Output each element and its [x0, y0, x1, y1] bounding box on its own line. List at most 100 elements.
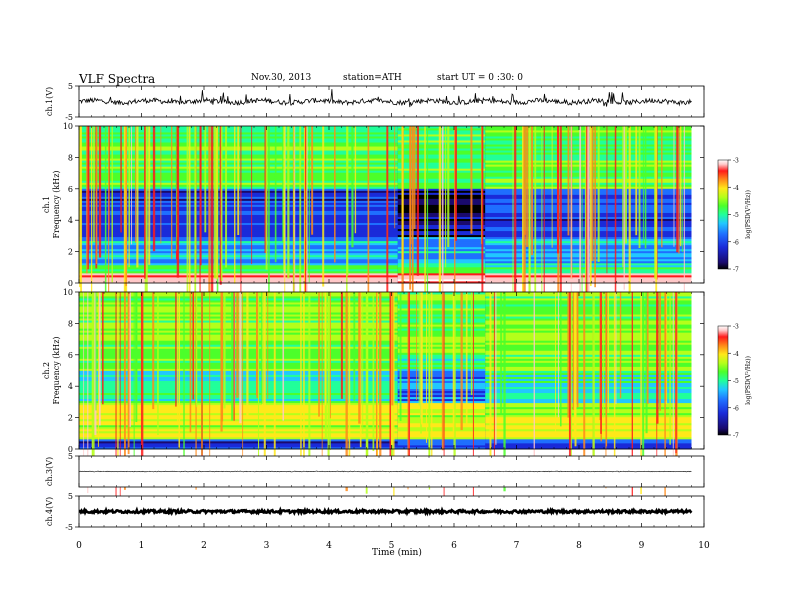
ch1-spectrogram-ylabel: Frequency (kHz) — [52, 170, 61, 238]
ch1-spectrogram-band — [79, 256, 398, 260]
ch2-spectrogram-band — [79, 406, 398, 410]
ch1-spectrogram-band — [397, 134, 486, 137]
ch1-spectrogram-sferic — [304, 126, 307, 293]
ch2-spectrogram-band — [79, 412, 398, 416]
ch2-spectrogram-sferic — [631, 292, 633, 498]
ch2-spectrogram-ytick-label: 10 — [63, 288, 73, 297]
ch2-spectrogram-band — [397, 322, 486, 325]
ch1-spectrogram-sferic — [444, 126, 447, 268]
ch1-spectrogram-band — [397, 204, 486, 207]
ch1-spectrogram-band — [397, 222, 486, 226]
ch2-spectrogram-sferic — [453, 292, 456, 474]
ch2-spectrogram-sferic — [267, 292, 269, 399]
ch2-spectrogram-band — [485, 384, 692, 388]
ch2-spectrogram-band — [485, 296, 692, 299]
ch1-spectrogram-sferic — [152, 126, 156, 252]
ch2-spectrogram-band — [485, 402, 692, 406]
ch1-spectrogram-sferic — [144, 126, 147, 301]
ch2-spectrogram-band — [79, 420, 398, 424]
ch2-spectrogram-band — [397, 396, 486, 400]
ch1-spectrogram-band — [397, 174, 486, 177]
ch1-waveform-panel: 5 -5 ch.1(V) — [45, 82, 705, 122]
ch1-spectrogram-sferic — [186, 126, 188, 312]
ch1-spectrogram-band — [397, 226, 486, 230]
ch2-spectrogram-band — [397, 336, 486, 339]
ch2-spectrogram-band — [485, 412, 692, 416]
ch2-spectrogram-band — [79, 436, 398, 440]
ch2-spectrogram-sferic — [570, 292, 572, 464]
ch2-spectrogram-sferic — [115, 292, 117, 503]
ch1-spectrogram-band — [397, 156, 486, 159]
ch1-spectrogram-band — [79, 268, 398, 272]
ch2-spectrogram-band — [485, 368, 692, 371]
ch2-spectrogram-band — [397, 434, 486, 438]
ch1-spectrogram-sferic — [354, 126, 357, 234]
ch1-spectrogram-band — [397, 276, 486, 280]
ch2-spectrogram-band — [79, 400, 398, 404]
ch2-spectrogram-band — [397, 442, 486, 446]
ch2-spectrogram-band — [397, 422, 486, 426]
ch1-spectrogram-band — [79, 250, 398, 254]
ch1-spectrogram-sferic — [683, 126, 685, 309]
ch1-spectrogram-sferic — [541, 126, 543, 302]
ch2-spectrogram-band — [485, 414, 692, 418]
ch2-spectrogram-band — [485, 380, 692, 383]
ch2-spectrogram-sferic — [221, 292, 224, 422]
ch2-spectrogram-sferic — [420, 292, 423, 425]
ch1-spectrogram-sferic — [589, 126, 592, 286]
ch2-spectrogram-sferic — [195, 292, 198, 407]
ch2-spectrogram-band — [397, 360, 486, 363]
ch2-spectrogram-sferic — [642, 292, 645, 465]
ch2-spectrogram-band — [397, 324, 486, 327]
ch2-spectrogram-sferic — [273, 292, 276, 464]
ch2-spectrogram-band — [485, 338, 692, 341]
ch2-spectrogram-band — [485, 410, 692, 414]
ch2-spectrogram-sferic — [140, 292, 144, 486]
ch1-spectrogram-band — [79, 260, 398, 264]
ch1-spectrogram-band — [397, 218, 486, 222]
ch2-spectrogram-sferic — [92, 292, 95, 474]
ch2-spectrogram-band — [79, 414, 398, 418]
ch2-spectrogram-sferic — [465, 292, 468, 426]
ch1-spectrogram-band — [397, 248, 486, 252]
ch1-spectrogram-sferic — [211, 126, 214, 307]
ch2-spectrogram-band — [397, 320, 486, 323]
ch1-spectrogram-band — [397, 268, 486, 272]
ch2-spectrogram-sferic — [300, 292, 302, 463]
ch1-spectrogram-sferic — [334, 126, 336, 263]
ch2-spectrogram-colorbar: -3 -4 -5 -6 -7 log(PSD(V²/Hz)) — [717, 324, 752, 440]
ch1-spectrogram-colorbar: -3 -4 -5 -6 -7 log(PSD(V²/Hz)) — [717, 158, 752, 274]
station-label: station=ATH — [343, 73, 402, 83]
ch2-spectrogram-sferic — [605, 292, 608, 447]
ch2-spectrogram-band — [397, 392, 486, 396]
ch1-spectrogram-sferic — [87, 126, 90, 251]
ch2-spectrogram-band — [397, 436, 486, 440]
ch1-spectrogram-sferic — [268, 126, 270, 318]
ch2-spectrogram-band — [485, 326, 692, 329]
ch2-spectrogram-band — [397, 346, 486, 349]
ch2-spectrogram-colorbar-tick-label: -7 — [733, 433, 739, 440]
ch1-spectrogram-sferic — [322, 126, 325, 287]
ch1-spectrogram-sferic — [136, 126, 139, 268]
ch1-spectrogram-sferic — [111, 126, 113, 283]
ch2-spectrogram-band — [485, 398, 692, 402]
ch1-spectrogram-sferic — [413, 126, 416, 229]
ch2-spectrogram-band — [485, 364, 692, 367]
ch1-spectrogram-ytick-label: 0 — [68, 279, 73, 288]
ch2-spectrogram-band — [485, 378, 692, 381]
ch2-spectrogram-band — [485, 440, 692, 444]
ch1-spectrogram-sferic — [409, 126, 412, 290]
ch1-spectrogram-band — [397, 130, 486, 133]
ch1-spectrogram-sferic — [594, 126, 596, 288]
ch1-spectrogram-sferic — [287, 126, 290, 279]
ch2-spectrogram-band — [485, 382, 692, 385]
ch2-spectrogram-sferic — [242, 292, 244, 459]
ch2-spectrogram-sferic — [472, 292, 474, 499]
ch2-spectrogram-sferic — [602, 292, 604, 418]
ch2-spectrogram-sferic — [452, 292, 455, 438]
ch2-spectrogram-band — [485, 408, 692, 412]
ch2-spectrogram-sferic — [261, 292, 263, 404]
ch1-spectrogram-band — [397, 266, 486, 270]
ch1-spectrogram-band — [397, 194, 486, 197]
ch4-waveform-ytick-label: -5 — [65, 523, 73, 532]
